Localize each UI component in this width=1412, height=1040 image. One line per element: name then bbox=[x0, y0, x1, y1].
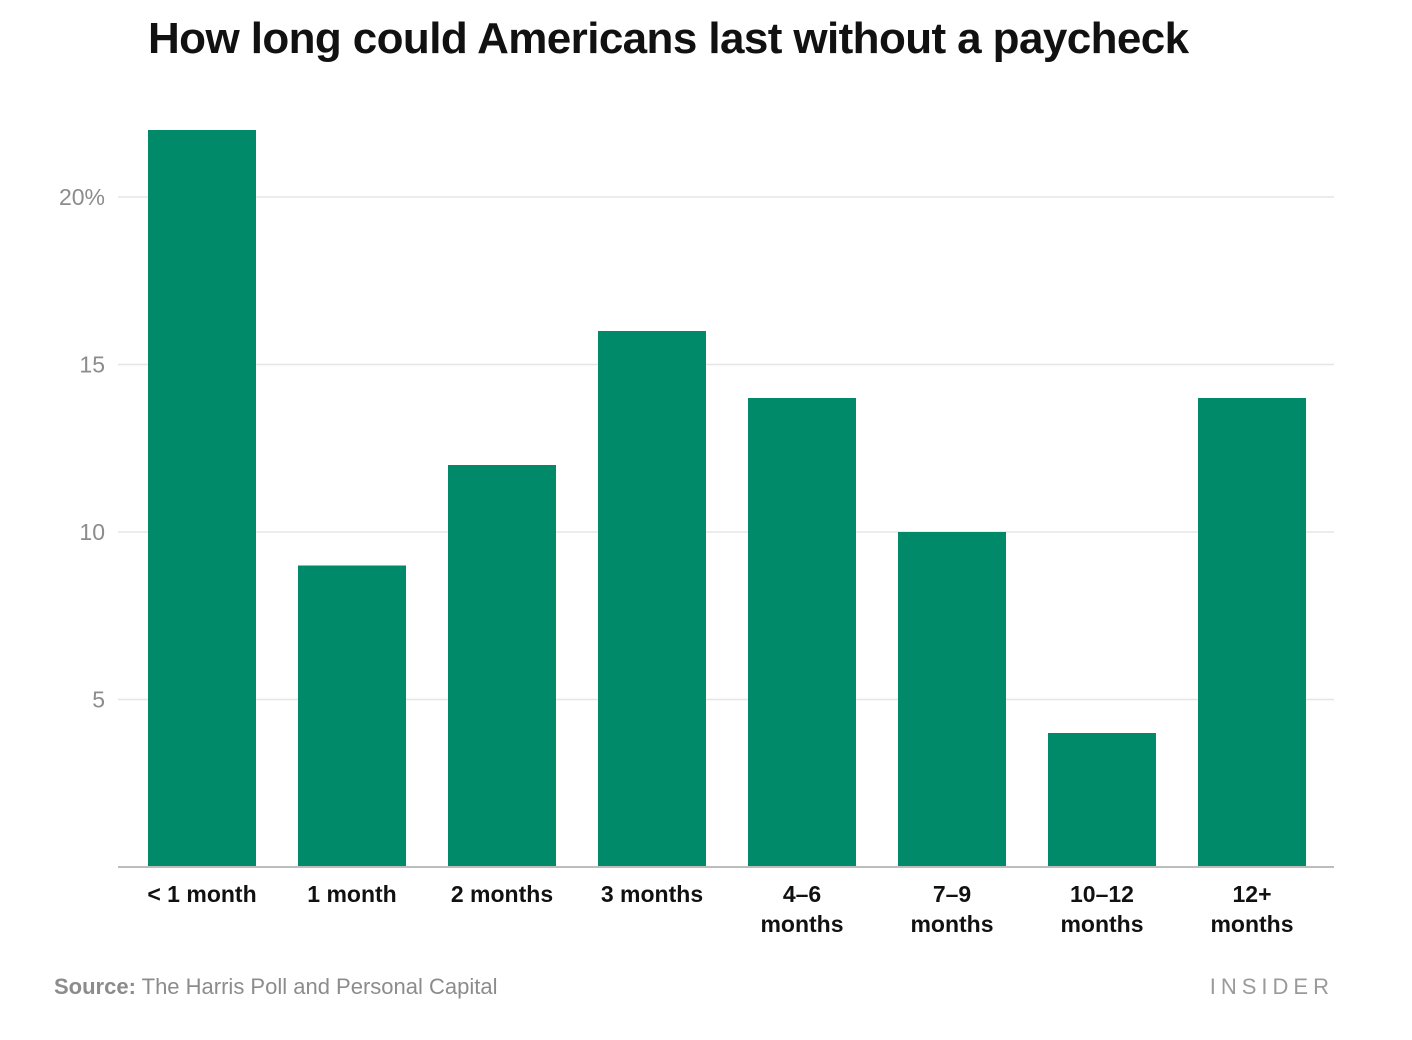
bars bbox=[148, 130, 1306, 867]
x-tick-label-line: months bbox=[760, 911, 843, 937]
x-tick-label: 12+ months bbox=[1210, 881, 1293, 937]
x-tick-label: 10–12 months bbox=[1060, 881, 1143, 937]
bar bbox=[1198, 398, 1306, 867]
x-tick-label-line: 10–12 bbox=[1070, 881, 1134, 907]
bar bbox=[298, 565, 406, 867]
bar bbox=[898, 532, 1006, 867]
x-tick-label-line: 4–6 bbox=[783, 881, 821, 907]
bar bbox=[598, 331, 706, 867]
bar bbox=[148, 130, 256, 867]
bar bbox=[748, 398, 856, 867]
y-tick-labels: 5 10 15 20% bbox=[59, 184, 105, 713]
x-tick-label-line: months bbox=[910, 911, 993, 937]
x-tick-label-line: 3 months bbox=[601, 881, 703, 907]
x-tick-label-line: 1 month bbox=[307, 881, 396, 907]
source-text: The Harris Poll and Personal Capital bbox=[135, 974, 498, 999]
y-tick-label: 5 bbox=[92, 687, 105, 713]
x-tick-label-line: 2 months bbox=[451, 881, 553, 907]
x-tick-label-line: months bbox=[1060, 911, 1143, 937]
x-tick-label: < 1 month bbox=[147, 881, 256, 907]
y-tick-label: 10 bbox=[79, 519, 105, 545]
y-tick-label: 20% bbox=[59, 184, 105, 210]
x-tick-label: 4–6 months bbox=[760, 881, 843, 937]
x-tick-label-line: 12+ bbox=[1232, 881, 1271, 907]
chart-title: How long could Americans last without a … bbox=[148, 14, 1189, 63]
x-tick-label-line: 7–9 bbox=[933, 881, 971, 907]
x-tick-label-line: < 1 month bbox=[147, 881, 256, 907]
source-prefix: Source: bbox=[54, 974, 136, 999]
bar bbox=[1048, 733, 1156, 867]
x-tick-label: 7–9 months bbox=[910, 881, 993, 937]
x-tick-label-line: months bbox=[1210, 911, 1293, 937]
x-tick-label: 1 month bbox=[307, 881, 396, 907]
source-note: Source: The Harris Poll and Personal Cap… bbox=[54, 974, 497, 1000]
x-tick-label: 2 months bbox=[451, 881, 553, 907]
x-tick-label: 3 months bbox=[601, 881, 703, 907]
x-tick-labels: < 1 month 1 month 2 months 3 months 4–6 month… bbox=[147, 881, 1293, 937]
bar bbox=[448, 465, 556, 867]
y-tick-label: 15 bbox=[79, 352, 105, 378]
brand-logo: INSIDER bbox=[1209, 974, 1334, 999]
